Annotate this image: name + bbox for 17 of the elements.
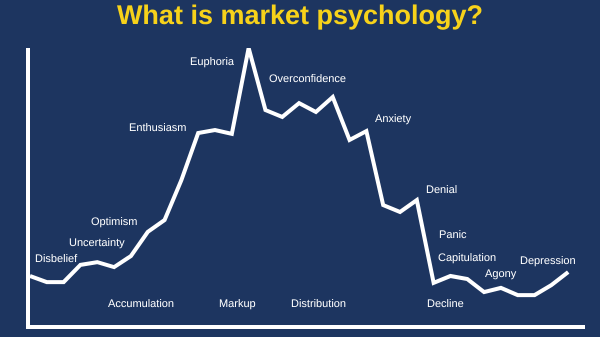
annotation: Agony <box>485 268 517 280</box>
chart-title: What is market psychology? <box>116 0 484 30</box>
annotation: Uncertainty <box>69 237 126 249</box>
annotation: Capitulation <box>438 252 496 264</box>
annotation: Denial <box>426 184 458 196</box>
annotation: Distribution <box>291 298 346 310</box>
annotation: Depression <box>520 255 576 267</box>
annotation: Disbelief <box>35 253 78 265</box>
annotation: Decline <box>427 298 464 310</box>
annotation: Overconfidence <box>269 73 346 85</box>
annotation: Markup <box>219 298 256 310</box>
annotation: Enthusiasm <box>129 122 186 134</box>
annotation: Anxiety <box>375 113 412 125</box>
annotation: Optimism <box>91 216 138 228</box>
annotation: Panic <box>439 229 468 241</box>
annotation: Euphoria <box>190 56 235 68</box>
annotation: Accumulation <box>108 298 174 310</box>
